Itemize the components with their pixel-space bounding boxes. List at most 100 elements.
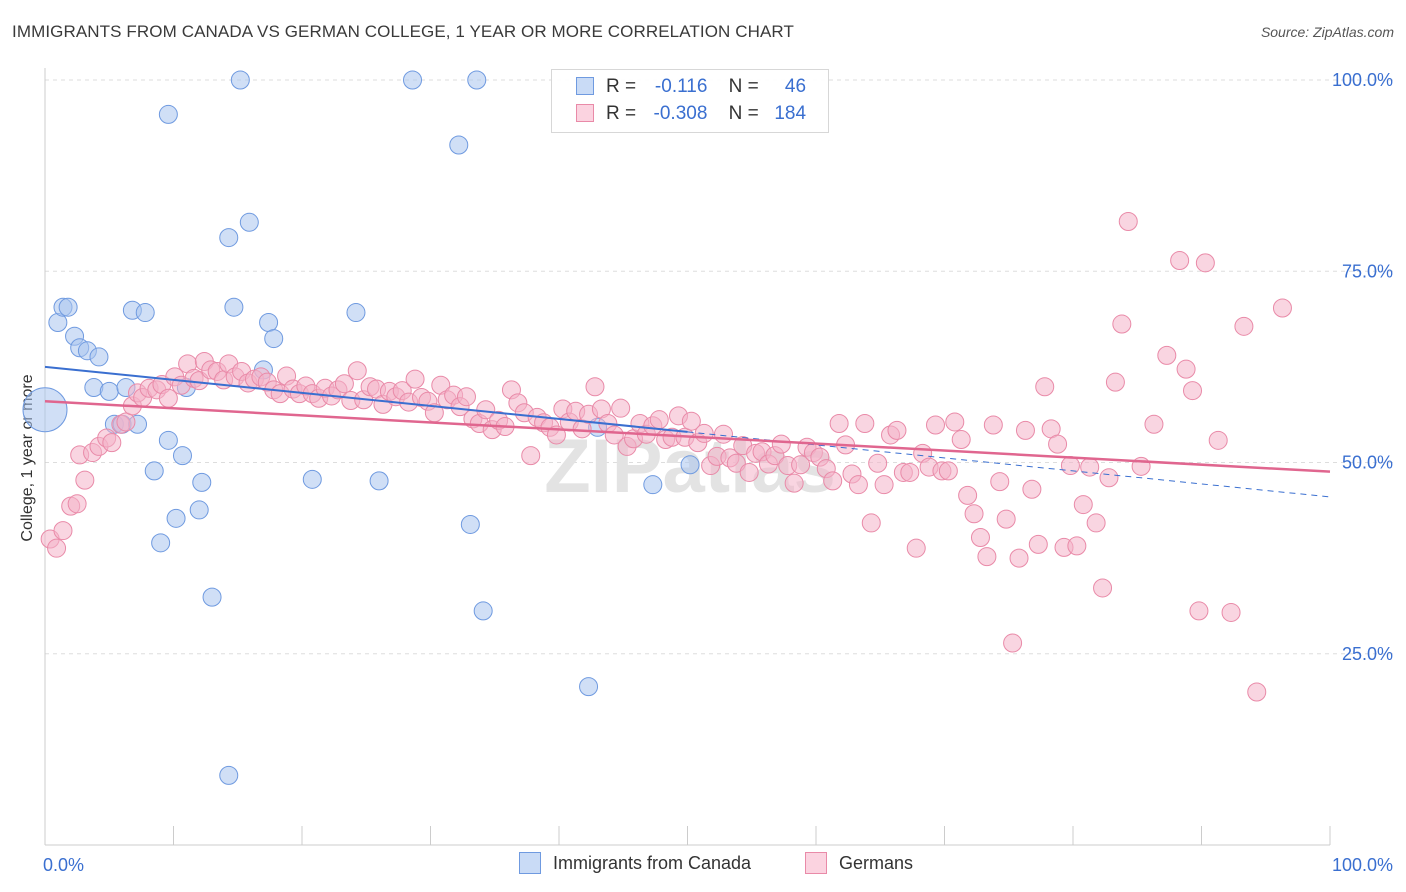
canada-point [449,135,469,155]
germans-point [649,410,669,430]
legend-item-germans[interactable]: Germans [805,852,913,874]
germans-point [868,453,888,473]
n-value-germans: 184 [774,103,807,124]
canada-point [302,469,322,489]
germans-point [604,425,624,445]
germans-point [1208,430,1228,450]
canada-point [219,765,239,785]
germans-point [996,509,1016,529]
germans-point [1189,601,1209,621]
canada-point [202,587,222,607]
canada-point [467,70,487,90]
legend-label-canada: Immigrants from Canada [553,853,752,873]
germans-point [791,455,811,475]
legend-label-germans: Germans [839,853,914,873]
canada-point [192,472,212,492]
germans-point [861,513,881,533]
germans-point [1247,682,1267,702]
germans-point [1195,253,1215,273]
germans-point [347,361,367,381]
germans-point [823,471,843,491]
germans-point [1086,513,1106,533]
r-value-canada: -0.116 [654,76,708,97]
germans-point [990,472,1010,492]
n-label: N = [728,103,759,124]
germans-point [1272,298,1292,318]
canada-point [264,329,284,349]
r-label: R = [606,76,637,97]
germans-point [334,374,354,394]
germans-point [1003,633,1023,653]
canada-point [643,475,663,495]
germans-point [977,547,997,567]
axes [44,68,1331,846]
germans-point [116,412,136,432]
germans-point [611,398,631,418]
canada-point [680,455,700,475]
canada-point [166,508,186,528]
germans-point [1073,495,1093,515]
r-value-germans: -0.308 [653,103,708,124]
tick-labels: 25.0% 50.0% 75.0% 100.0% 0.0% 100.0% [43,70,1393,875]
trend-lines [44,365,1331,498]
canada-point [172,446,192,466]
legend-swatch-germans [576,104,594,122]
germans-point [1022,479,1042,499]
n-label: N = [728,76,759,97]
germans-point [102,433,122,453]
canada-point [99,381,119,401]
germans-point [1157,345,1177,365]
series-germans-points [40,212,1292,702]
germans-point [1176,359,1196,379]
canada-point [259,313,279,333]
germans-point [1105,372,1125,392]
germans-point [681,411,701,431]
y-tick-label: 50.0% [1342,453,1393,473]
source-label: Source: ZipAtlas.com [1260,24,1394,40]
germans-point [1183,381,1203,401]
germans-point [739,462,759,482]
canada-point [239,212,259,232]
germans-point [958,485,978,505]
germans-point [67,494,87,514]
germans-point [926,415,946,435]
canada-point [151,533,171,553]
canada-point [346,303,366,323]
legend-swatch-canada [519,852,541,874]
canada-point [22,387,68,433]
germans-point [1112,314,1132,334]
germans-point [938,461,958,481]
germans-point [784,473,804,493]
germans-point [53,521,73,541]
germans-point [1067,536,1087,556]
trendline-canada-extension [687,431,1331,498]
germans-point [521,446,541,466]
germans-point [1099,468,1119,488]
germans-point [1234,316,1254,336]
canada-point [473,601,493,621]
germans-point [1028,534,1048,554]
canada-point [158,104,178,124]
canada-point [403,70,423,90]
germans-point [1035,377,1055,397]
canada-point [58,297,78,317]
legend-item-canada[interactable]: Immigrants from Canada [519,852,751,874]
canada-point [158,430,178,450]
germans-point [970,527,990,547]
germans-point [945,412,965,432]
germans-point [585,377,605,397]
germans-point [1048,434,1068,454]
germans-point [1009,548,1029,568]
trendline-germans [44,400,1331,473]
germans-point [1060,456,1080,476]
germans-point [951,430,971,450]
canada-point [89,347,109,367]
germans-point [983,415,1003,435]
germans-point [829,413,849,433]
canada-point [369,471,389,491]
chart-title: IMMIGRANTS FROM CANADA VS GERMAN COLLEGE… [12,22,794,41]
legend-row-canada: R = -0.116 N = 46 [576,74,806,100]
n-value-canada: 46 [784,76,807,97]
germans-point [1015,420,1035,440]
canada-point [189,500,209,520]
